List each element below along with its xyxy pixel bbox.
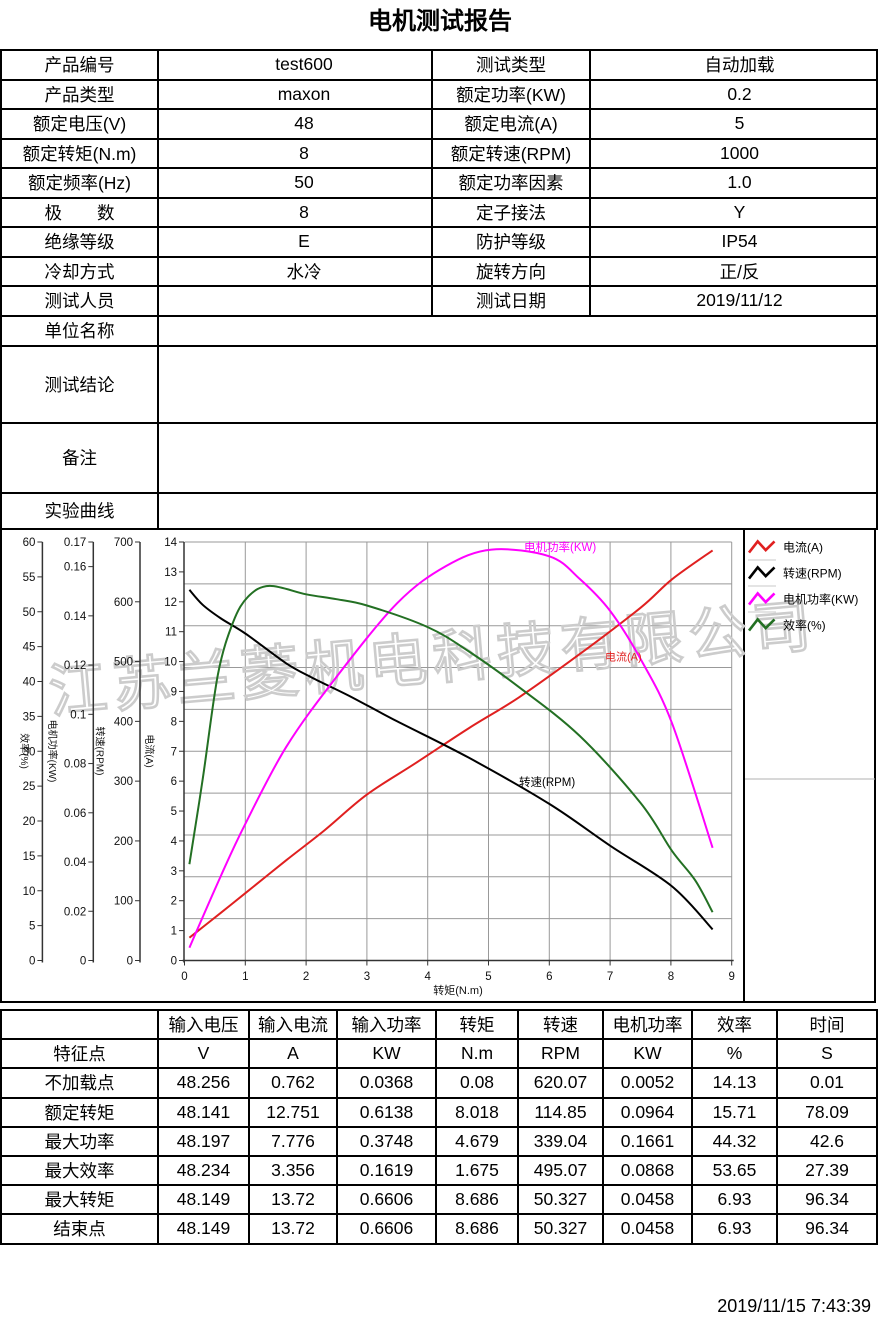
svg-text:0.1: 0.1	[70, 709, 86, 721]
svg-text:5: 5	[29, 921, 35, 933]
svg-text:7: 7	[171, 746, 177, 758]
svg-text:0.12: 0.12	[64, 660, 86, 672]
svg-text:20: 20	[23, 816, 36, 828]
svg-text:0.14: 0.14	[64, 611, 87, 623]
svg-text:600: 600	[114, 597, 133, 609]
svg-text:4: 4	[171, 836, 178, 848]
svg-text:0.16: 0.16	[64, 562, 86, 574]
svg-text:电机功率(KW): 电机功率(KW)	[783, 591, 858, 606]
svg-text:6: 6	[546, 971, 552, 983]
svg-text:转速(RPM): 转速(RPM)	[783, 565, 842, 580]
svg-text:10: 10	[23, 886, 36, 898]
svg-text:4: 4	[424, 971, 431, 983]
svg-text:转速(RPM): 转速(RPM)	[94, 727, 107, 776]
svg-text:8: 8	[668, 971, 674, 983]
svg-text:55: 55	[23, 572, 36, 584]
svg-text:电流(A): 电流(A)	[783, 540, 823, 554]
svg-text:12: 12	[164, 597, 177, 609]
svg-text:13: 13	[164, 567, 177, 579]
svg-text:0.06: 0.06	[64, 808, 86, 820]
svg-text:转矩(N.m): 转矩(N.m)	[433, 983, 483, 997]
svg-text:0.02: 0.02	[64, 906, 86, 918]
svg-text:电流(A): 电流(A)	[143, 734, 156, 767]
svg-text:转速(RPM): 转速(RPM)	[519, 775, 575, 789]
svg-text:0.17: 0.17	[64, 537, 86, 549]
svg-text:45: 45	[23, 642, 36, 654]
svg-text:江苏兰菱机电科技有限公司: 江苏兰菱机电科技有限公司	[46, 593, 819, 725]
svg-text:0: 0	[181, 971, 187, 983]
svg-text:9: 9	[728, 971, 734, 983]
svg-text:效率(%): 效率(%)	[18, 733, 31, 769]
svg-text:300: 300	[114, 776, 133, 788]
svg-text:电流(A): 电流(A)	[605, 650, 642, 664]
svg-text:15: 15	[23, 851, 36, 863]
svg-text:11: 11	[165, 627, 177, 639]
svg-text:1: 1	[171, 926, 177, 938]
svg-text:5: 5	[171, 806, 177, 818]
svg-text:500: 500	[114, 657, 133, 669]
svg-text:8: 8	[171, 716, 177, 728]
svg-text:2: 2	[303, 971, 309, 983]
svg-text:40: 40	[23, 677, 36, 689]
svg-text:1: 1	[242, 971, 248, 983]
svg-text:0.04: 0.04	[64, 857, 87, 869]
svg-text:25: 25	[23, 781, 36, 793]
svg-text:0: 0	[127, 956, 133, 968]
svg-text:0.08: 0.08	[64, 759, 86, 771]
svg-text:0: 0	[80, 956, 86, 968]
svg-text:效率(%): 效率(%)	[783, 617, 826, 632]
svg-text:50: 50	[23, 607, 36, 619]
svg-text:6: 6	[171, 776, 177, 788]
svg-text:电机功率(KW): 电机功率(KW)	[524, 540, 596, 554]
svg-text:0: 0	[171, 956, 177, 968]
svg-text:3: 3	[364, 971, 370, 983]
svg-text:14: 14	[164, 537, 177, 549]
svg-text:30: 30	[23, 746, 36, 758]
svg-text:60: 60	[23, 537, 36, 549]
svg-text:0: 0	[29, 956, 35, 968]
svg-text:35: 35	[23, 711, 36, 723]
svg-text:3: 3	[171, 866, 177, 878]
svg-text:7: 7	[607, 971, 613, 983]
svg-text:10: 10	[164, 657, 177, 669]
svg-text:100: 100	[114, 896, 133, 908]
svg-text:电机功率(KW): 电机功率(KW)	[46, 720, 59, 783]
svg-text:400: 400	[114, 716, 133, 728]
svg-text:700: 700	[114, 537, 133, 549]
svg-text:9: 9	[171, 686, 177, 698]
svg-text:5: 5	[485, 971, 491, 983]
svg-text:200: 200	[114, 836, 133, 848]
svg-text:2: 2	[171, 896, 177, 908]
